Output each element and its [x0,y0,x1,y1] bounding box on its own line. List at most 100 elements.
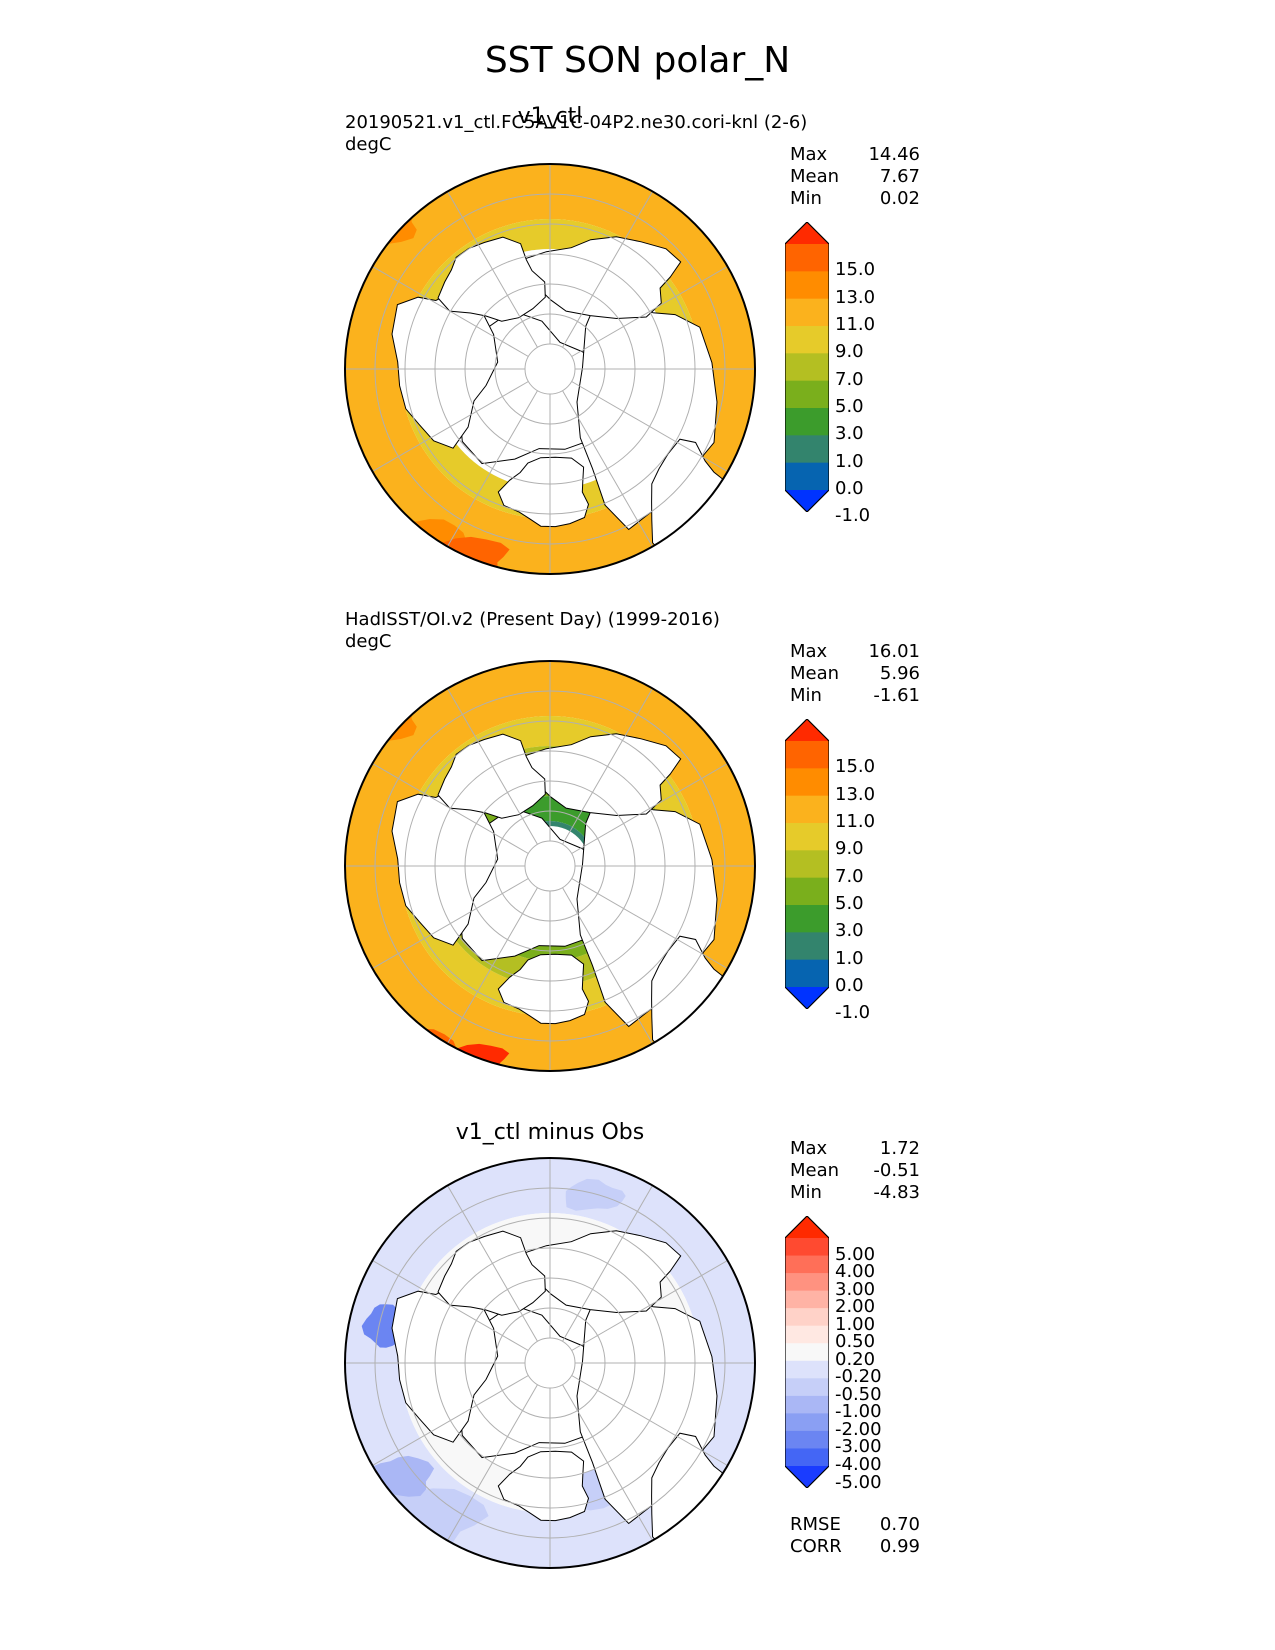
stat-label: Min [790,1182,822,1203]
colorbar-swatch [785,1308,829,1327]
colorbar-tick-label: -0.20 [835,1366,882,1388]
colorbar-swatches [784,221,830,513]
longitude-gridline [571,1260,728,1351]
polar-map-model [344,163,756,575]
metric-label: CORR [790,1536,842,1557]
colorbar-tick-label: 13.0 [835,286,876,308]
stat-value: 5.96 [879,663,920,684]
panel-source: HadISST/OI.v2 (Present Day) (1999-2016) … [345,609,720,653]
colorbar-swatches [784,718,830,1010]
colorbar-tick-label: 0.20 [835,1348,876,1370]
longitude-gridline [571,1375,728,1466]
colorbar-tick-label: 3.0 [835,423,864,445]
sst-contour-patch [565,1178,626,1211]
colorbar-swatch [785,1325,829,1344]
colorbar-tick-label: 0.0 [835,975,864,996]
panel-title: v1_ctl minus Obs [455,1120,645,1145]
stat-label: Max [790,1138,828,1159]
panel-title: v1_ctl [517,104,583,129]
figure-title: SST SON polar_N [484,40,791,81]
longitude-gridline [447,887,538,1044]
sst-contour-patch [412,536,510,574]
source-name: HadISST/OI.v2 (Present Day) (1999-2016) [345,609,720,630]
colorbar-tick-label: 13.0 [835,783,876,805]
longitude-gridline [372,381,529,472]
polar-map-obs [344,660,756,1072]
colorbar-swatch [785,905,829,933]
longitude-gridline [447,1185,538,1342]
colorbar-tick-label: 1.0 [835,947,864,969]
colorbar-tick-label: -0.50 [835,1383,882,1405]
stats-box: Max 14.46 Mean 7.67 Min 0.02 [790,144,920,210]
stat-label: Mean [790,1160,840,1181]
colorbar: 5.00 4.00 3.00 2.00 1.00 0.50 0.20 -0.20 -0.50 -1… [784,1215,925,1493]
stat-value: 1.72 [879,1138,920,1159]
colorbar-swatches [784,1215,830,1489]
longitude-gridline [571,266,728,357]
colorbar-tick-label: 9.0 [835,341,864,363]
longitude-gridline [372,1375,529,1466]
panel-diff: v1_ctl minus Obs Max 1.72 Mean -0.51 Min -4… [0,1094,1275,1594]
colorbar-swatch [785,1290,829,1309]
longitude-gridline [562,688,653,845]
sst-contour-patch [372,1028,457,1071]
sst-contour-patch [433,1043,510,1071]
colorbar-swatch [785,1448,829,1467]
colorbar-swatch [785,823,829,851]
longitude-gridline [372,266,529,357]
map-boundary [344,660,756,1072]
longitude-gridline [562,1384,653,1541]
colorbar-tick-label: 11.0 [835,811,876,832]
colorbar-swatch [785,850,829,879]
colorbar-swatch [785,222,829,244]
colorbar-swatch [785,1343,829,1362]
colorbar-tick-label: 1.0 [835,450,864,472]
longitude-gridline [571,878,728,969]
colorbar-tick-label: 4.00 [835,1261,876,1283]
stat-value: -1.61 [873,685,920,706]
longitude-gridline [372,1260,529,1351]
colorbar-swatch [785,768,829,797]
colorbar-swatch [785,408,829,436]
metrics-box: RMSE 0.70 CORR 0.99 [790,1514,920,1558]
colorbar-tick-label: -1.00 [835,1401,882,1423]
colorbar-swatch [785,326,829,354]
map-boundary [344,163,756,575]
panel-model: v1_ctl 20190521.v1_ctl.FC5AV1C-04P2.ne30… [0,100,1275,600]
colorbar-swatch [785,1216,829,1238]
colorbar-swatch [785,741,829,769]
stat-label: Max [790,144,828,165]
source-name: 20190521.v1_ctl.FC5AV1C-04P2.ne30.cori-k… [345,112,808,133]
map-boundary [344,1157,756,1569]
stats-box: Max 16.01 Mean 5.96 Min -1.61 [790,641,920,707]
colorbar-swatch [785,244,829,272]
longitude-gridline [571,381,728,472]
colorbar-tick-label: -3.00 [835,1436,882,1458]
colorbar-tick-label: 15.0 [835,756,876,778]
coastline [497,1450,590,1522]
stat-label: Max [790,641,828,662]
longitude-gridline [562,887,653,1044]
colorbar-tick-label: 0.0 [835,478,864,499]
colorbar-swatch [785,877,829,906]
longitude-gridline [562,390,653,547]
colorbar-swatch [785,959,829,988]
colorbar-swatch [785,1378,829,1397]
colorbar-swatch [785,1360,829,1379]
metric-value: 0.99 [879,1536,920,1557]
colorbar-swatch [785,1466,829,1488]
colorbar-tick-label: 5.0 [835,396,864,417]
colorbar-tick-label: -5.00 [835,1471,882,1493]
colorbar-tick-label: -2.00 [835,1418,882,1440]
colorbar-tick-label: 0.50 [835,1331,876,1353]
longitude-gridline [372,878,529,969]
colorbar-swatch [785,987,829,1009]
metric-label: RMSE [790,1514,841,1535]
longitude-gridline [447,390,538,547]
stats-box: Max 1.72 Mean -0.51 Min -4.83 [790,1138,920,1204]
stat-value: 7.67 [879,166,920,187]
stat-label: Mean [790,663,840,684]
colorbar: 15.0 13.0 11.0 9.0 7.0 5.0 3.0 1.0 0.0 -1.0 [784,718,925,1023]
colorbar-swatch [785,435,829,464]
sst-contour-patch [361,1304,401,1348]
